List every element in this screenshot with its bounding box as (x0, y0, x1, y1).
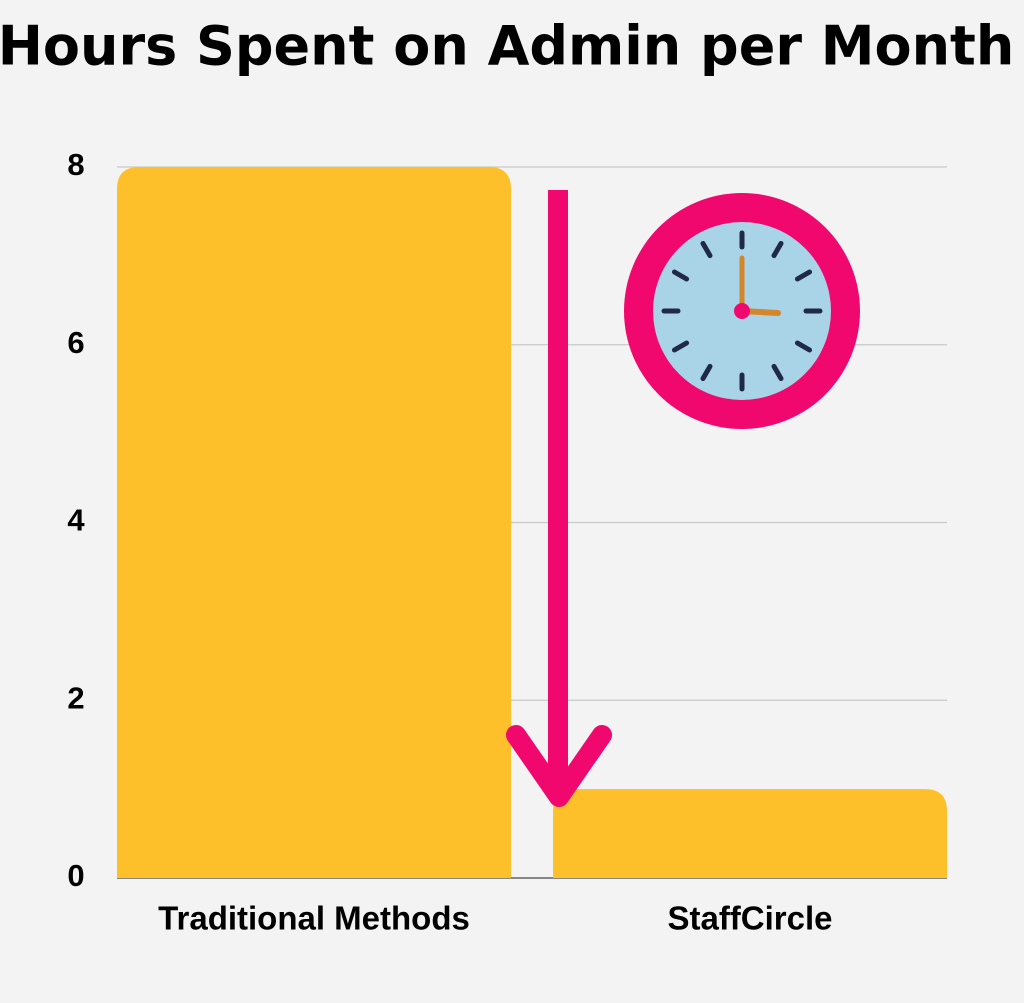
clock-tick (671, 340, 690, 353)
clock-tick (771, 240, 784, 259)
clock-tick (700, 363, 713, 382)
arrow-head (506, 725, 612, 807)
y-tick-label: 2 (67, 680, 84, 715)
bar (553, 789, 947, 878)
clock-tick (794, 340, 813, 353)
y-tick-label: 8 (67, 147, 84, 182)
y-tick-label: 6 (67, 325, 84, 360)
clock-ticks (661, 230, 823, 392)
decoration (506, 190, 860, 807)
clock-tick (700, 240, 713, 259)
clock-tick (794, 269, 813, 282)
bar (117, 167, 511, 878)
y-tick-label: 0 (67, 858, 84, 893)
x-tick-label: Traditional Methods (158, 900, 470, 937)
x-tick-label: StaffCircle (667, 900, 832, 937)
chart-title: Hours Spent on Admin per Month (0, 15, 1014, 78)
bars (117, 167, 947, 878)
clock-center (734, 303, 750, 319)
clock-tick (771, 363, 784, 382)
y-tick-label: 4 (67, 503, 85, 538)
clock-tick (671, 269, 690, 282)
